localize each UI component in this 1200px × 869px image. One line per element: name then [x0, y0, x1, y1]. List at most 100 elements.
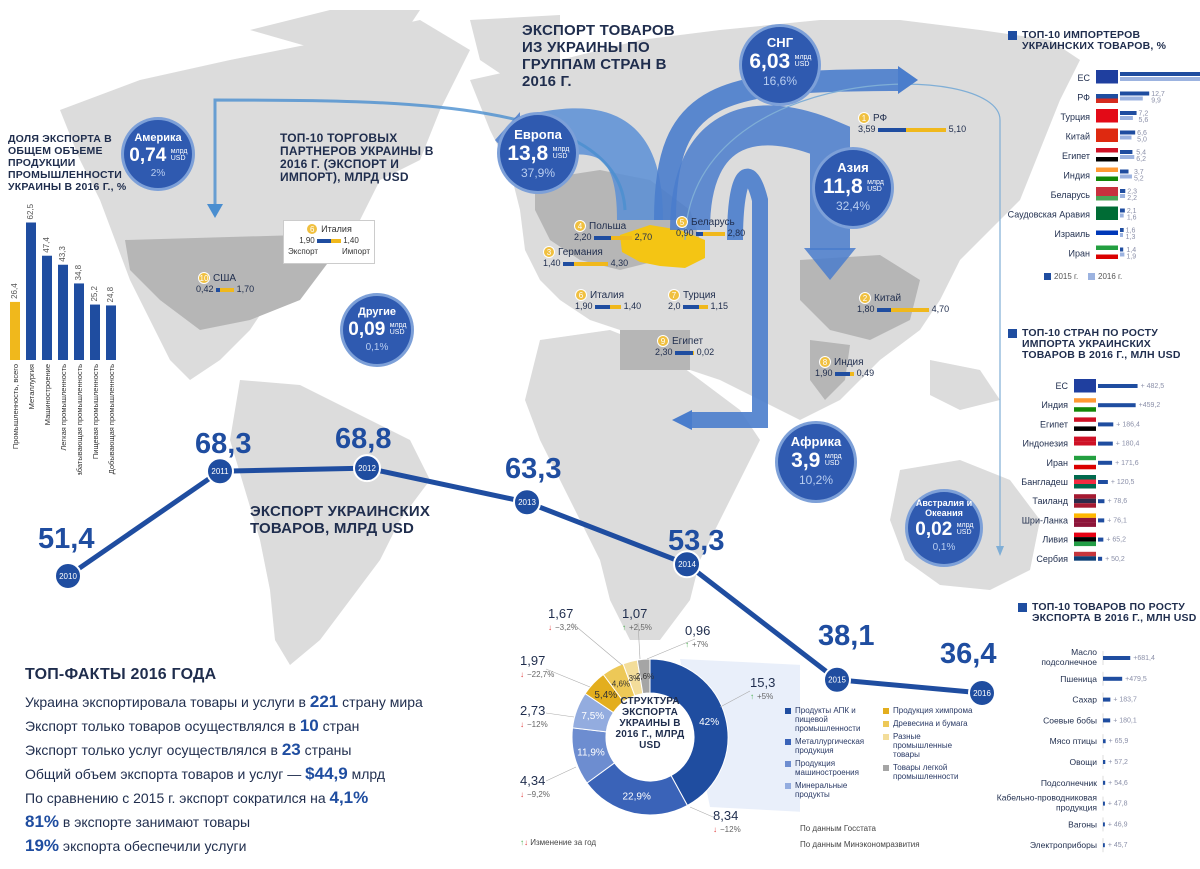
- region-share: 0,1%: [365, 342, 389, 353]
- importer-bar-2016: [1120, 233, 1123, 237]
- legend-swatch: [785, 739, 791, 745]
- donut-slice-pct: 11,9%: [577, 747, 605, 758]
- region-europe: Европа 13,8 млрд USD 37,9%: [500, 115, 576, 191]
- flag-icon: [1096, 187, 1118, 192]
- partners-title: ТОП-10 ТОРГОВЫХ ПАРТНЕРОВ УКРАИНЫ В 2016…: [280, 131, 434, 184]
- flag-icon: [1096, 79, 1118, 84]
- flag-icon: [1096, 137, 1118, 142]
- region-share: 0,1%: [932, 542, 956, 553]
- slice-value: 8,34: [713, 808, 738, 823]
- donut-slice: [636, 658, 651, 695]
- industry-bar-label: Пищевая промышленность: [91, 364, 100, 459]
- growth-country-name: Сербия: [1036, 554, 1068, 564]
- growth-country-name: Египет: [1040, 419, 1068, 429]
- slice-change-arrow: ↓: [713, 825, 717, 834]
- partner-rank: 4: [574, 220, 586, 232]
- growth-goods-name: Вагоны: [1068, 819, 1097, 829]
- legend-import: Импорт: [342, 247, 370, 256]
- legend-swatch: [883, 721, 889, 727]
- flag-icon: [1074, 441, 1096, 446]
- industry-bar-label: Легкая промышленность: [59, 364, 68, 451]
- growth-goods-bar: [1103, 739, 1106, 744]
- legend-label: Товары легкой промышленности: [893, 763, 959, 781]
- partner-germany: 3 Германия 1,40 4,30: [543, 246, 628, 268]
- slice-value: 15,3: [750, 675, 775, 690]
- flag-icon: [1096, 74, 1118, 79]
- slice-change-arrow: ↑: [750, 692, 754, 701]
- region-value: 11,8: [822, 175, 863, 198]
- importer-value-2016: 1,3: [1126, 234, 1136, 241]
- importer-bar-2016: [1120, 174, 1132, 179]
- importer-value-2015: 12,7: [1151, 91, 1165, 98]
- donut-center-label: СТРУКТУРА ЭКСПОРТА УКРАИНЫ В 2016 Г., МЛ…: [615, 696, 685, 751]
- bullet-icon: [1008, 31, 1017, 40]
- growth-goods-bar: [1103, 843, 1105, 848]
- importer-value-2015: 2,3: [1127, 189, 1137, 196]
- slice-change-arrow: ↑: [622, 623, 626, 632]
- importer-name: Саудовская Аравия: [1008, 210, 1090, 220]
- donut-slice-pct: 4,6%: [612, 679, 630, 688]
- legend-swatch: [785, 783, 791, 789]
- region-value: 0,74: [129, 145, 167, 166]
- flag-icon: [1074, 537, 1096, 542]
- growth-country-name: Таиланд: [1032, 496, 1068, 506]
- flag-icon: [1074, 436, 1096, 442]
- partner-export: 3,59: [858, 124, 876, 134]
- flag-icon: [1096, 98, 1118, 103]
- partner-name: Индия: [834, 357, 864, 368]
- slice-value: 1,67: [548, 606, 573, 621]
- flag-icon: [1074, 383, 1096, 388]
- flag-icon: [1096, 230, 1118, 235]
- flag-icon: [1074, 417, 1096, 422]
- partner-egypt: 9 Египет 2,30 0,02: [655, 335, 714, 357]
- region-unit: млрд USD: [794, 54, 812, 68]
- fact-line: Украина экспортировала товары и услуги в…: [25, 692, 423, 711]
- growth-country-bar: [1098, 499, 1105, 504]
- region-value: 3,9: [791, 449, 821, 472]
- legend-item: Минеральные продукты: [785, 781, 877, 799]
- partner-usa: 10 США 0,42 1,70: [196, 272, 254, 294]
- change-legend-label: Изменение за год: [530, 838, 597, 847]
- importer-bar-2015: [1120, 130, 1136, 135]
- growth-import-title: ТОП-10 СТРАН ПО РОСТУ ИМПОРТА УКРАИНСКИХ…: [1022, 327, 1181, 361]
- importer-bar-2016: [1120, 213, 1124, 218]
- flag-icon: [1074, 494, 1096, 499]
- legend-label: Металлургическая продукция: [795, 737, 865, 755]
- fact-line: 81% в экспорте занимают товары: [25, 812, 251, 831]
- growth-goods-name: Мясо птицы: [1050, 736, 1097, 746]
- main-title: ЭКСПОРТ ТОВАРОВ ИЗ УКРАИНЫ ПО ГРУППАМ СТ…: [522, 22, 675, 90]
- leader-line: [571, 622, 623, 666]
- growth-goods-value: + 54,6: [1108, 780, 1128, 787]
- growth-country-bar: [1098, 422, 1114, 427]
- partner-export: 2,30: [655, 347, 673, 357]
- region-value: 0,02: [915, 519, 953, 540]
- region-africa: Африка 3,9 млрд USD 10,2%: [778, 424, 854, 500]
- partner-name: РФ: [873, 113, 888, 124]
- partner-export: 2,20: [574, 232, 592, 242]
- flag-icon: [1074, 498, 1096, 504]
- region-name: Америка: [134, 132, 182, 144]
- flag-icon: [1096, 235, 1118, 240]
- growth-country-bar: [1098, 384, 1138, 388]
- growth-country-value: + 76,1: [1107, 517, 1127, 524]
- arrow-down-icon: ↓: [524, 838, 528, 847]
- importer-value-2015: 5,4: [1136, 150, 1146, 157]
- flag-icon: [1074, 522, 1096, 527]
- flag-icon: [1074, 460, 1096, 465]
- industry-bar: [42, 255, 52, 360]
- partner-name: Италия: [590, 290, 625, 301]
- partner-export: 1,90: [815, 368, 833, 378]
- growth-goods-value: + 180,1: [1113, 717, 1137, 724]
- partner-turkey: 7 Турция 2,0 1,15: [668, 289, 728, 311]
- flag-icon: [1096, 176, 1118, 181]
- region-unit: млрд USD: [552, 146, 570, 160]
- partner-export: 1,90: [575, 301, 593, 311]
- industry-bar: [10, 301, 20, 360]
- growth-goods-bar: [1103, 676, 1123, 681]
- legend-swatch: [883, 734, 889, 740]
- flag-icon: [1074, 426, 1096, 431]
- growth-country-name: Индия: [1041, 400, 1068, 410]
- importer-name: Индия: [1063, 171, 1090, 181]
- legend-item: Продукция машиностроения: [785, 759, 877, 777]
- importer-bar-2016: [1120, 96, 1143, 101]
